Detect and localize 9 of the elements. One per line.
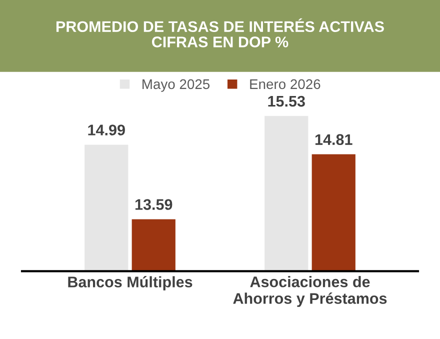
legend-label: Enero 2026 bbox=[250, 79, 320, 90]
data-label: 14.99 bbox=[88, 124, 125, 136]
data-label: 14.81 bbox=[315, 134, 352, 146]
x-tick-label: Asociaciones de Ahorros y Préstamos bbox=[233, 276, 387, 307]
data-label: 15.53 bbox=[268, 96, 305, 107]
x-tick-label: Bancos Múltiples bbox=[68, 276, 192, 290]
chart-title: PROMEDIO DE TASAS DE INTERÉS ACTIVAS CIFRAS EN DOP % bbox=[56, 18, 384, 48]
legend-label: Mayo 2025 bbox=[142, 79, 210, 92]
data-label: 13.59 bbox=[135, 199, 172, 210]
